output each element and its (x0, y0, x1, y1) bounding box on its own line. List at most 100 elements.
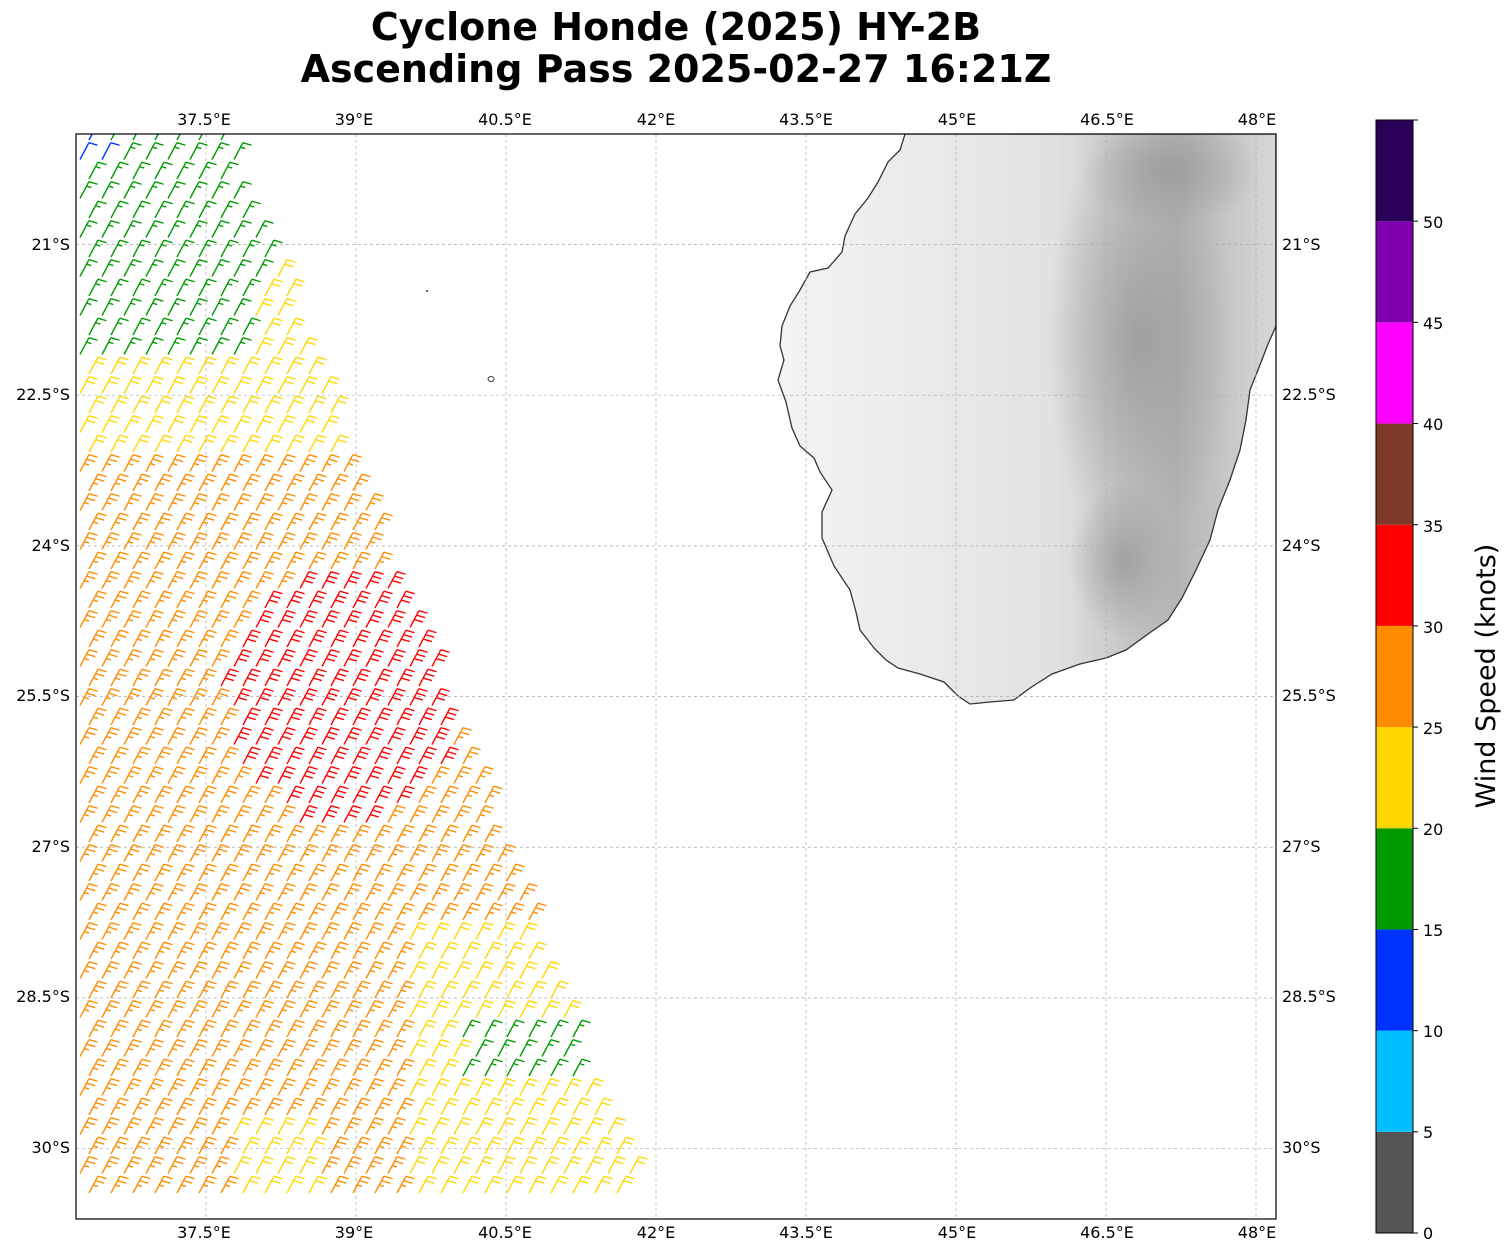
wind-barb (220, 395, 239, 414)
wind-barb (431, 805, 450, 823)
wind-barb (123, 415, 142, 433)
wind-barb (88, 1019, 107, 1038)
wind-barb (79, 259, 98, 277)
wind-barb (167, 688, 186, 706)
wind-barb (211, 1078, 230, 1096)
wind-barb (497, 1078, 516, 1096)
wind-barb (506, 1097, 525, 1116)
wind-barb (572, 1175, 591, 1194)
wind-barb (132, 863, 151, 882)
wind-barb (308, 512, 327, 531)
wind-barb (330, 668, 349, 687)
chart-title-line1: Cyclone Honde (2025) HY-2B (370, 5, 982, 49)
wind-barb (453, 1156, 472, 1174)
wind-barb (330, 1175, 349, 1194)
wind-barb (211, 298, 230, 316)
wind-barb (484, 1175, 503, 1194)
wind-barb (154, 785, 173, 804)
wind-barb (198, 200, 217, 219)
lon-tick-top: 39°E (335, 110, 373, 129)
wind-barb (167, 220, 186, 238)
wind-barb (264, 668, 283, 687)
lon-tick-bottom: 43.5°E (779, 1223, 833, 1242)
wind-barb (330, 473, 349, 492)
wind-barb (396, 863, 415, 882)
wind-barb (79, 922, 98, 940)
wind-barb (145, 610, 164, 628)
wind-barb (233, 805, 252, 823)
wind-barb (132, 278, 151, 297)
wind-barb (123, 298, 142, 316)
wind-barb (145, 181, 164, 199)
wind-barb (88, 863, 107, 882)
wind-barb (220, 434, 239, 453)
wind-barb (277, 1000, 296, 1018)
wind-barb (198, 278, 217, 297)
wind-barb (418, 941, 437, 960)
wind-barb (79, 571, 98, 589)
wind-barb (277, 454, 296, 472)
wind-barb (211, 142, 230, 160)
wind-barb (154, 1097, 173, 1116)
lon-tick-bottom: 39°E (335, 1223, 373, 1242)
wind-barb (475, 1156, 494, 1174)
wind-barb (167, 181, 186, 199)
wind-barb (176, 1019, 195, 1038)
wind-barb (189, 922, 208, 940)
lon-tick-top: 45°E (938, 110, 976, 129)
wind-barb (374, 902, 393, 921)
wind-barb (453, 1117, 472, 1135)
wind-barb (506, 1019, 525, 1038)
wind-barb (220, 551, 239, 570)
wind-barb (255, 415, 274, 433)
wind-barb (123, 688, 142, 706)
wind-barb (145, 454, 164, 472)
wind-barb (387, 766, 406, 784)
wind-barb (101, 1000, 120, 1018)
wind-barb (286, 590, 305, 609)
wind-barb (308, 1136, 327, 1155)
wind-barb (409, 766, 428, 784)
wind-barb (145, 376, 164, 394)
wind-barb (189, 766, 208, 784)
wind-barb (418, 1097, 437, 1116)
wind-barb (528, 1058, 547, 1077)
wind-barb (88, 629, 107, 648)
wind-barb (343, 1000, 362, 1018)
wind-barb (132, 824, 151, 843)
wind-barb (264, 785, 283, 804)
highland-shading (1070, 480, 1180, 640)
wind-barb (255, 766, 274, 784)
wind-barb (220, 824, 239, 843)
wind-barb (299, 1117, 318, 1135)
wind-barb (123, 961, 142, 979)
wind-barb (154, 746, 173, 765)
wind-barb (519, 1000, 538, 1018)
wind-barb (387, 883, 406, 901)
wind-barb (387, 1156, 406, 1174)
wind-barb (154, 863, 173, 882)
wind-barb (299, 454, 318, 472)
wind-barb (277, 298, 296, 316)
wind-barb (299, 727, 318, 745)
wind-barb (475, 883, 494, 901)
wind-barb (277, 883, 296, 901)
wind-barb (176, 1136, 195, 1155)
wind-barb (453, 922, 472, 940)
wind-barb (396, 707, 415, 726)
wind-barb (123, 337, 142, 355)
wind-barb (88, 239, 107, 258)
wind-barb (110, 200, 129, 219)
wind-barb (616, 1175, 635, 1194)
wind-barb (255, 220, 274, 238)
wind-barb (330, 707, 349, 726)
wind-barb (233, 376, 252, 394)
wind-barb (440, 1058, 459, 1077)
wind-barb (308, 668, 327, 687)
wind-barb (484, 1097, 503, 1116)
wind-barb (145, 727, 164, 745)
wind-barb (101, 181, 120, 199)
wind-barb (211, 844, 230, 862)
wind-barb (299, 610, 318, 628)
